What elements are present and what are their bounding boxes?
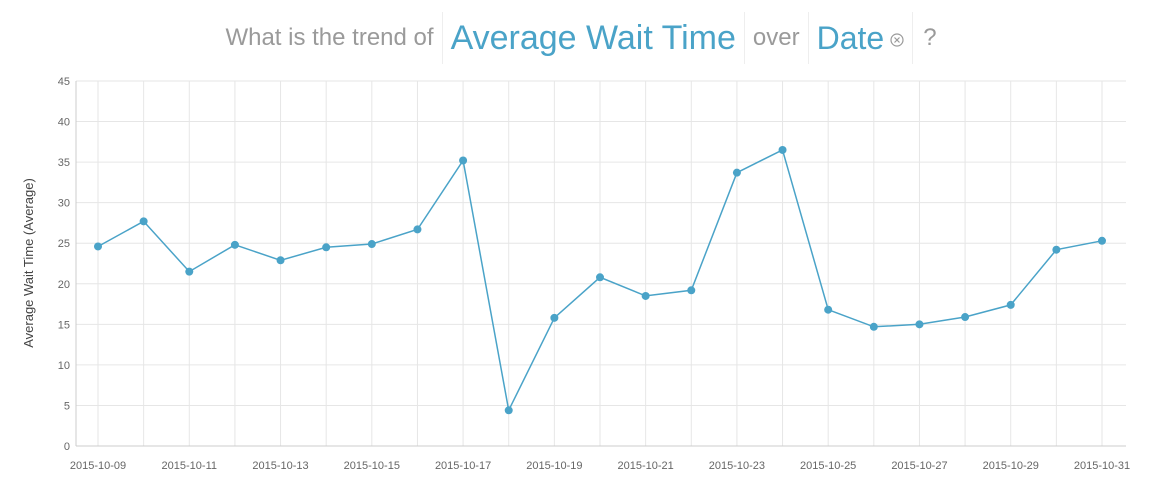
data-point[interactable] (459, 156, 468, 165)
y-tick-label: 15 (58, 319, 70, 331)
x-tick-label: 2015-10-31 (1074, 460, 1130, 472)
x-tick-label: 2015-10-29 (983, 460, 1039, 472)
data-point[interactable] (94, 242, 102, 251)
data-point[interactable] (139, 217, 148, 226)
data-point[interactable] (550, 313, 559, 322)
data-point[interactable] (413, 225, 422, 234)
data-points (94, 145, 1106, 415)
y-tick-labels: 0 5 10 15 20 25 30 35 40 45 (58, 76, 70, 453)
y-tick-label: 25 (58, 238, 70, 250)
data-point[interactable] (596, 273, 604, 282)
data-point[interactable] (367, 240, 376, 249)
data-point[interactable] (824, 305, 833, 314)
x-tick-label: 2015-10-25 (800, 460, 856, 472)
measure-label: Average Wait Time (450, 18, 736, 57)
y-tick-label: 5 (64, 400, 70, 412)
y-tick-label: 10 (58, 360, 70, 372)
data-point[interactable] (869, 322, 878, 331)
x-tick-label: 2015-10-21 (617, 460, 673, 472)
question-mark: ? (923, 24, 937, 51)
x-tick-label: 2015-10-23 (709, 460, 765, 472)
y-tick-label: 0 (64, 441, 70, 453)
close-circle-icon[interactable] (890, 33, 904, 47)
data-point[interactable] (1098, 236, 1106, 245)
data-point[interactable] (915, 320, 924, 329)
measure-selector[interactable]: Average Wait Time (441, 12, 745, 64)
x-tick-label: 2015-10-27 (891, 460, 947, 472)
question-prefix: What is the trend of (225, 24, 434, 51)
question-connector: over (752, 24, 800, 51)
y-tick-label: 40 (58, 117, 70, 129)
y-tick-label: 45 (58, 76, 70, 88)
data-point[interactable] (230, 240, 239, 249)
data-point[interactable] (1006, 300, 1015, 309)
y-tick-label: 30 (58, 198, 70, 210)
data-point[interactable] (961, 313, 970, 322)
x-tick-label: 2015-10-17 (435, 460, 491, 472)
data-point[interactable] (687, 286, 696, 295)
data-point[interactable] (276, 256, 285, 265)
data-point[interactable] (504, 406, 513, 415)
y-tick-label: 35 (58, 157, 70, 169)
data-point[interactable] (641, 291, 650, 300)
data-point[interactable] (185, 267, 194, 276)
axes (75, 81, 1126, 447)
data-point[interactable] (322, 243, 331, 252)
x-tick-label: 2015-10-19 (526, 460, 582, 472)
x-tick-label: 2015-10-09 (70, 460, 126, 472)
x-tick-label: 2015-10-13 (252, 460, 308, 472)
dimension-label: Date (816, 19, 885, 56)
y-axis-label: Average Wait Time (Average) (21, 178, 36, 348)
question-bar: What is the trend of Average Wait Time o… (0, 8, 1158, 68)
grid (76, 80, 1126, 447)
data-point[interactable] (732, 168, 741, 177)
x-tick-labels: 2015-10-09 2015-10-11 2015-10-13 2015-10-15… (70, 460, 1130, 472)
x-tick-label: 2015-10-15 (344, 460, 400, 472)
y-tick-label: 20 (58, 279, 70, 291)
data-point[interactable] (1052, 245, 1061, 254)
x-tick-label: 2015-10-11 (162, 460, 217, 472)
data-point[interactable] (778, 145, 787, 154)
dimension-selector[interactable]: Date (807, 12, 914, 64)
